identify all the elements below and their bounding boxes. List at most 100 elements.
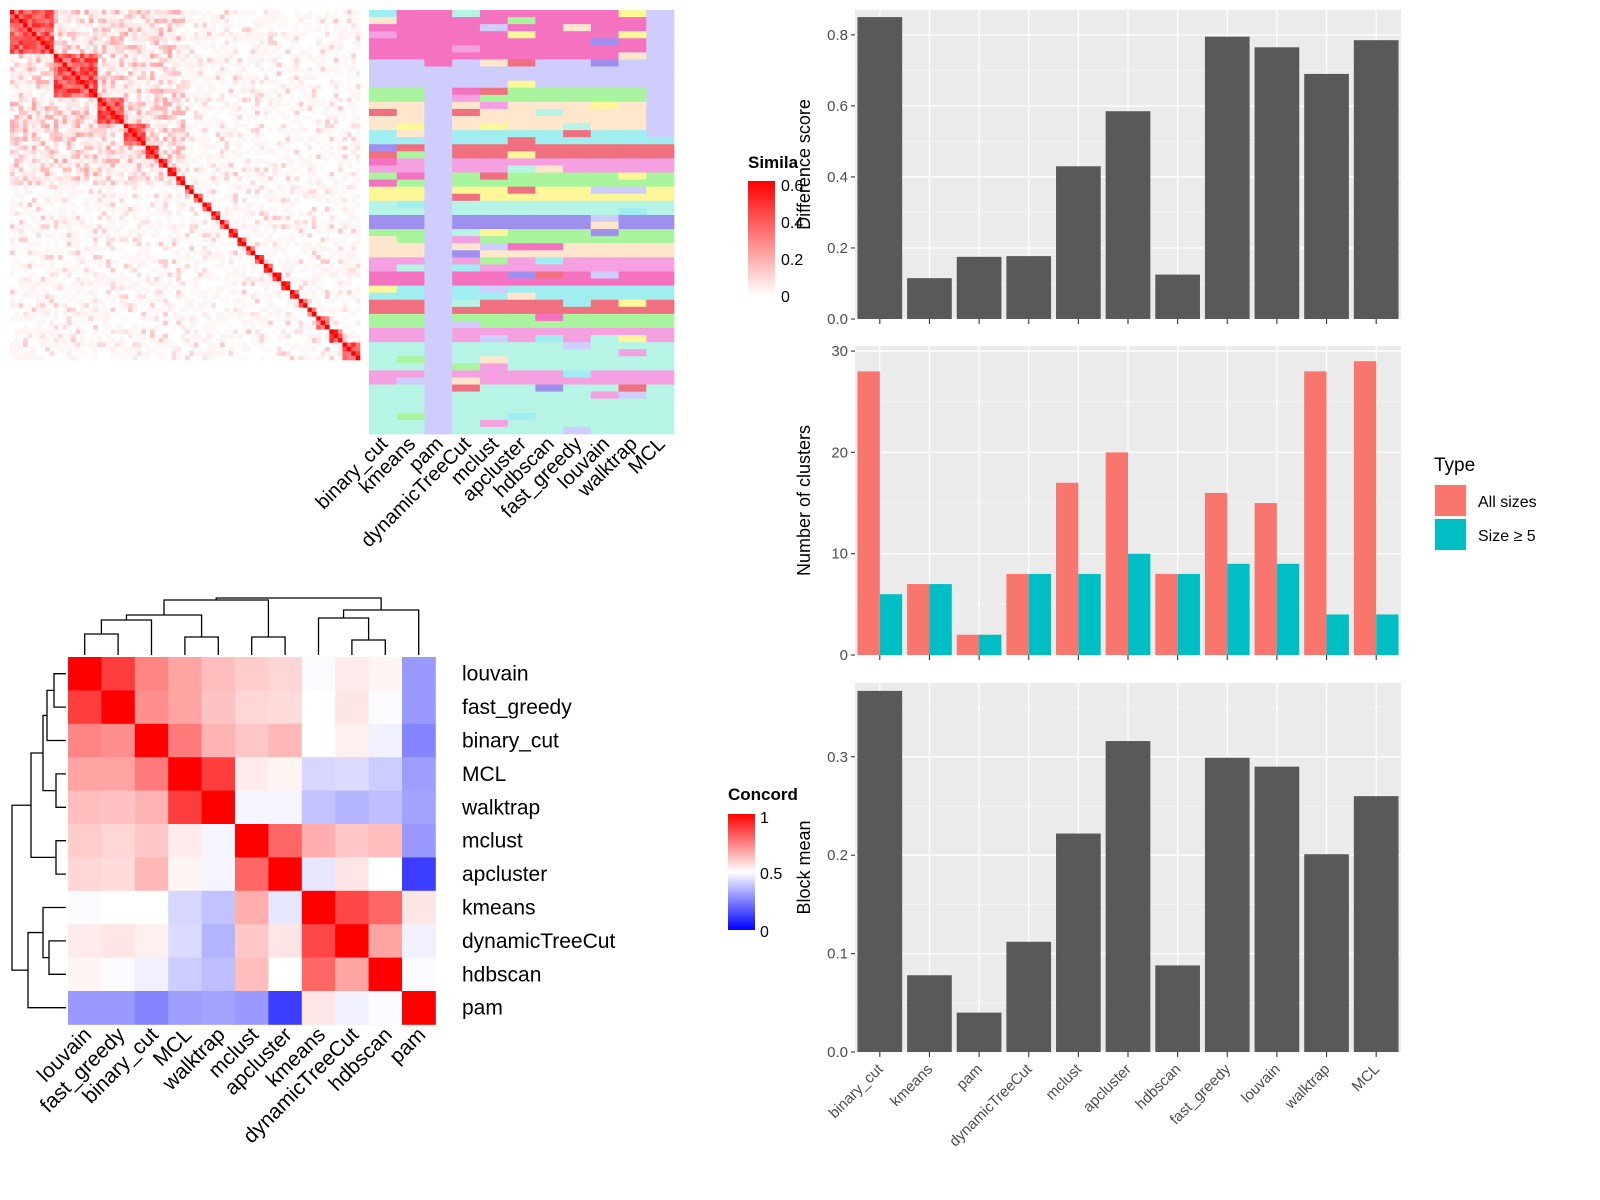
similarity-cell [158,45,164,50]
partition-cell [507,158,536,166]
similarity-cell [325,154,330,160]
similarity-cell [132,346,138,352]
similarity-cell [316,128,321,133]
similarity-cell [101,31,107,37]
similarity-cell [53,224,59,230]
partition-cell [563,38,592,46]
similarity-cell [141,106,146,111]
similarity-cell [303,49,308,55]
similarity-cell [154,198,160,203]
similarity-cell [10,342,15,348]
similarity-cell [36,75,41,81]
similarity-cell [101,303,107,308]
similarity-cell [320,320,326,326]
partition-cell [452,158,481,166]
similarity-cell [171,141,177,146]
similarity-cell [23,224,28,230]
partition-cell [563,278,592,286]
similarity-cell [123,180,129,186]
similarity-cell [40,110,46,116]
similarity-cell [206,272,212,278]
similarity-cell [115,290,120,295]
partition-cell [618,45,647,53]
similarity-cell [355,338,361,343]
similarity-cell [75,123,81,129]
similarity-cell [119,132,125,138]
similarity-cell [53,316,59,321]
similarity-cell [193,193,199,199]
similarity-cell [263,329,269,335]
similarity-cell [259,206,265,212]
similarity-cell [333,342,339,348]
similarity-cell [294,224,300,230]
similarity-cell [171,128,177,133]
similarity-cell [228,185,234,190]
partition-cell [452,257,481,265]
partition-cell [369,200,398,209]
similarity-cell [128,228,133,234]
similarity-cell [198,128,203,133]
concordance-cell [368,824,403,858]
similarity-cell [71,110,76,116]
similarity-cell [49,53,55,59]
partition-cell [396,306,425,315]
partition-cell [507,405,536,414]
similarity-cell [115,14,120,20]
similarity-cell [307,106,313,111]
similarity-cell [66,119,72,125]
similarity-cell [176,176,181,181]
similarity-cell [45,198,50,203]
similarity-cell [176,136,181,142]
similarity-cell [27,307,33,313]
similarity-cell [53,228,59,234]
concordance-cell [402,723,436,758]
concordance-cell [368,890,403,925]
similarity-cell [325,171,330,177]
partition-cell [590,356,619,364]
similarity-cell [49,36,55,41]
similarity-cell [14,88,20,94]
similarity-cell [10,268,15,273]
partition-cell [535,45,564,53]
partition-cell [479,66,509,74]
similarity-cell [294,316,300,321]
partition-cell [535,151,564,159]
similarity-cell [228,23,234,28]
similarity-cell [189,101,195,107]
similarity-cell [158,263,164,269]
similarity-cell [316,101,321,107]
similarity-cell [176,36,181,41]
similarity-cell [290,185,295,190]
similarity-cell [58,303,63,308]
similarity-cell [101,158,107,164]
similarity-cell [206,290,212,295]
similarity-cell [158,346,164,352]
similarity-cell [176,272,181,278]
similarity-cell [145,18,151,24]
similarity-cell [233,290,238,295]
partition-cell [369,306,398,315]
similarity-cell [346,97,352,103]
similarity-cell [23,132,28,138]
similarity-cell [106,45,111,50]
similarity-cell [10,119,15,125]
similarity-cell [298,66,304,72]
similarity-cell [202,325,208,330]
similarity-cell [88,97,94,103]
similarity-cell [198,189,203,195]
similarity-cell [307,154,313,160]
similarity-cell [10,40,15,46]
similarity-cell [123,215,129,221]
similarity-cell [346,272,352,278]
similarity-cell [101,40,107,46]
similarity-cell [150,303,155,308]
similarity-cell [40,23,46,28]
similarity-cell [123,88,129,94]
similarity-cell [246,71,251,76]
similarity-cell [80,128,85,133]
similarity-cell [128,23,133,28]
similarity-cell [228,93,234,98]
partition-cell [479,320,509,329]
partition-cell [424,10,453,18]
similarity-cell [123,84,129,90]
